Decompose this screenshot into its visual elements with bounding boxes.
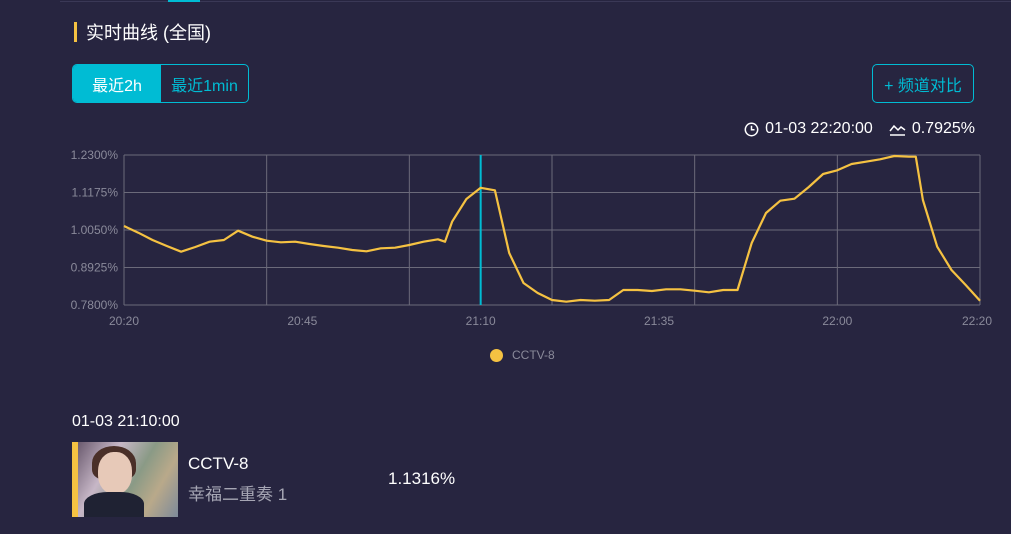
x-tick-label: 22:20 xyxy=(962,314,992,328)
x-tick-label: 20:20 xyxy=(109,314,139,328)
channel-rating: 1.1316% xyxy=(388,469,456,488)
card-accent-bar xyxy=(72,442,78,517)
current-time: 01-03 22:20:00 xyxy=(765,120,873,137)
x-tick-label: 21:10 xyxy=(466,314,496,328)
section-title-text: 实时曲线 (全国) xyxy=(86,23,211,43)
y-tick-label: 1.1175% xyxy=(72,186,119,200)
y-tick-label: 1.2300% xyxy=(71,148,119,162)
section-title: 实时曲线 (全国) xyxy=(74,21,211,43)
series-line-cctv8 xyxy=(123,154,981,303)
current-value: 0.7925% xyxy=(911,120,975,137)
y-tick-label: 0.7800% xyxy=(71,298,119,312)
tab-last-2h[interactable]: 最近2h xyxy=(73,65,161,102)
program-name: 幸福二重奏 1 xyxy=(188,485,288,504)
title-accent-bar xyxy=(74,22,77,42)
compare-channel-button[interactable]: + 频道对比 xyxy=(872,64,974,103)
tab-last-1min[interactable]: 最近1min xyxy=(171,77,238,95)
active-tab-indicator xyxy=(168,0,200,2)
current-readout: 01-03 22:20:00 0.7925% xyxy=(744,120,975,138)
trend-line-icon xyxy=(889,123,906,136)
legend-label: CCTV-8 xyxy=(512,348,555,362)
channel-card[interactable]: CCTV-8 幸福二重奏 1 1.1316% xyxy=(72,442,455,517)
top-divider xyxy=(60,1,1011,2)
selected-time: 01-03 21:10:00 xyxy=(72,413,180,430)
clock-icon xyxy=(744,122,759,137)
range-toggle: 最近2h 最近1min xyxy=(72,64,249,103)
program-thumbnail xyxy=(78,442,178,517)
x-tick-label: 20:45 xyxy=(287,314,317,328)
rating-line-chart: 0.7800% 0.8925% 1.0050% 1.1175% 1.2300% 20:20… xyxy=(71,148,993,328)
y-tick-label: 0.8925% xyxy=(71,261,119,275)
channel-name: CCTV-8 xyxy=(188,454,249,473)
y-tick-label: 1.0050% xyxy=(71,223,119,237)
x-tick-label: 21:35 xyxy=(644,314,674,328)
legend-marker-cctv8 xyxy=(490,348,503,362)
chart-legend[interactable]: CCTV-8 xyxy=(490,348,555,362)
x-tick-label: 22:00 xyxy=(822,314,852,328)
